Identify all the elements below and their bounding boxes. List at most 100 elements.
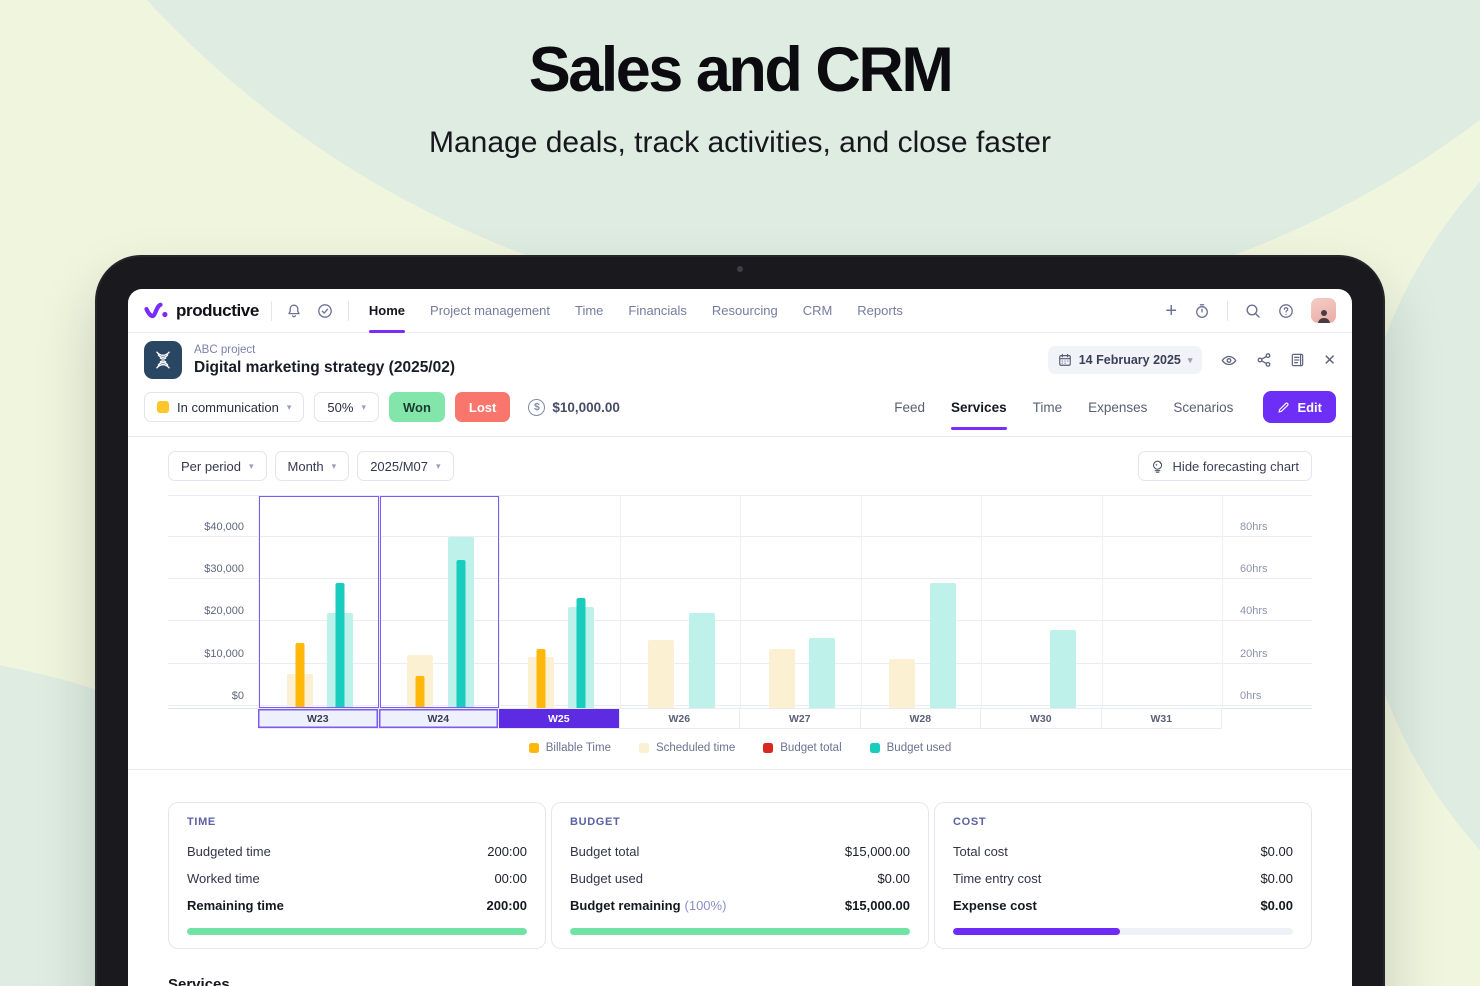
edit-button[interactable]: Edit [1263, 391, 1336, 423]
week-row-spacer [168, 708, 258, 729]
chart-plot: $0 $10,000 $20,000 $30,000 $40,000 0hrs 20hrs 4… [168, 495, 1312, 708]
tablet-camera-dot [737, 266, 743, 272]
per-period-dropdown[interactable]: Per period ▾ [168, 451, 267, 481]
nav-item-reports[interactable]: Reports [857, 303, 903, 318]
legend-item[interactable]: Budget used [869, 742, 951, 754]
plus-icon[interactable]: + [1165, 299, 1177, 322]
chart-bar-budget_used_projected [688, 612, 715, 708]
nav-item-time[interactable]: Time [574, 303, 604, 318]
legend-item[interactable]: Billable Time [528, 742, 611, 754]
chart-column-W23 [258, 496, 379, 708]
legend-swatch [869, 743, 880, 753]
stage-color-dot [157, 401, 169, 413]
legend-label: Budget total [780, 742, 842, 754]
won-button[interactable]: Won [388, 392, 445, 422]
week-cell-W28[interactable]: W28 [860, 708, 981, 729]
brand-name: productive [176, 300, 259, 320]
calendar-icon [1058, 353, 1071, 366]
chart-bar-billable [295, 642, 305, 708]
legend-swatch [763, 743, 774, 753]
stage-label: In communication [177, 399, 279, 415]
nav-item-crm[interactable]: CRM [802, 303, 833, 318]
progress-track [953, 928, 1293, 935]
probability-dropdown[interactable]: 50% ▾ [314, 392, 379, 422]
row-note: (100%) [684, 898, 727, 913]
chart-bar-billable [536, 648, 546, 708]
row-label: Expense cost [953, 898, 1037, 913]
hide-forecasting-chart-button[interactable]: Hide forecasting chart [1137, 451, 1312, 481]
tab-time[interactable]: Time [1032, 399, 1063, 415]
chart-bar-scheduled [648, 640, 675, 708]
edit-label: Edit [1297, 399, 1322, 415]
card-row: Budget total $15,000.00 [570, 838, 910, 865]
week-cell-W31[interactable]: W31 [1101, 708, 1222, 729]
divider [1227, 300, 1228, 321]
card-row: Budgeted time 200:00 [187, 838, 527, 865]
nav-item-home[interactable]: Home [368, 289, 406, 333]
y-axis-tick-dollars: $10,000 [204, 647, 244, 660]
tab-scenarios[interactable]: Scenarios [1173, 399, 1234, 415]
per-period-label: Per period [181, 458, 241, 474]
deal-value[interactable]: $ $10,000.00 [528, 398, 620, 416]
deal-value-label: $10,000.00 [552, 399, 620, 415]
card-title: COST [953, 816, 987, 828]
row-value: $15,000.00 [844, 898, 910, 913]
notes-icon[interactable] [1290, 352, 1305, 368]
lost-button[interactable]: Lost [454, 392, 511, 422]
week-cell-W24[interactable]: W24 [378, 708, 499, 729]
week-cell-W23[interactable]: W23 [258, 708, 379, 729]
row-label: Budget used [570, 871, 644, 886]
row-value: $0.00 [1260, 898, 1293, 913]
productive-logo[interactable]: productive [144, 300, 259, 321]
nav-item-resourcing[interactable]: Resourcing [711, 303, 778, 318]
week-cell-W30[interactable]: W30 [981, 708, 1102, 729]
y-axis-tick-hours: 80hrs [1240, 520, 1268, 533]
check-circle-icon[interactable] [317, 303, 333, 319]
budget-card: BUDGET Budget total $15,000.00 Budget us… [551, 802, 929, 949]
help-icon[interactable] [1278, 303, 1294, 319]
week-cell-W27[interactable]: W27 [740, 708, 861, 729]
date-picker[interactable]: 14 February 2025 ▾ [1047, 346, 1203, 374]
legend-item[interactable]: Scheduled time [638, 742, 735, 754]
legend-item[interactable]: Budget total [763, 742, 842, 754]
chart-bar-budget_used_projected [1050, 629, 1077, 708]
hide-chart-label: Hide forecasting chart [1172, 458, 1299, 474]
search-icon[interactable] [1245, 303, 1261, 319]
row-label: Remaining time [187, 898, 284, 913]
logo-mark-icon [144, 302, 168, 319]
chart-bar-budget_used_projected [929, 583, 956, 708]
close-icon[interactable]: ✕ [1323, 351, 1336, 369]
tab-services[interactable]: Services [951, 399, 1007, 430]
timer-icon[interactable] [1194, 303, 1210, 319]
nav-item-financials[interactable]: Financials [628, 303, 687, 318]
eye-icon[interactable] [1220, 352, 1238, 369]
chart-column-W28 [860, 496, 982, 708]
deal-stage-dropdown[interactable]: In communication ▾ [144, 392, 305, 422]
card-title: TIME [187, 816, 216, 828]
caret-down-icon: ▾ [436, 460, 441, 471]
share-icon[interactable] [1256, 352, 1272, 368]
caret-down-icon: ▾ [286, 401, 292, 412]
user-avatar[interactable] [1311, 298, 1336, 323]
section-divider [128, 769, 1352, 770]
chart-bar-budget_used [456, 560, 466, 708]
chart-column-W30 [981, 496, 1102, 708]
row-value: 00:00 [494, 871, 527, 886]
top-navbar: productive Home Project m [128, 289, 1352, 333]
tab-feed[interactable]: Feed [894, 399, 926, 415]
month-dropdown[interactable]: 2025/M07 ▾ [357, 451, 454, 481]
nav-item-project-management[interactable]: Project management [430, 303, 550, 318]
month-label: 2025/M07 [370, 458, 429, 474]
card-title: BUDGET [570, 816, 621, 828]
week-row-spacer [1222, 708, 1312, 729]
hero-subtitle: Manage deals, track activities, and clos… [429, 126, 1051, 159]
week-cell-W26[interactable]: W26 [619, 708, 740, 729]
row-label: Total cost [953, 844, 1008, 859]
week-cell-W25[interactable]: W25 [499, 708, 620, 729]
tab-expenses[interactable]: Expenses [1088, 399, 1148, 415]
bell-icon[interactable] [286, 303, 302, 319]
y-axis-tick-dollars: $30,000 [204, 563, 244, 576]
granularity-dropdown[interactable]: Month ▾ [274, 451, 350, 481]
project-avatar[interactable] [144, 341, 182, 379]
